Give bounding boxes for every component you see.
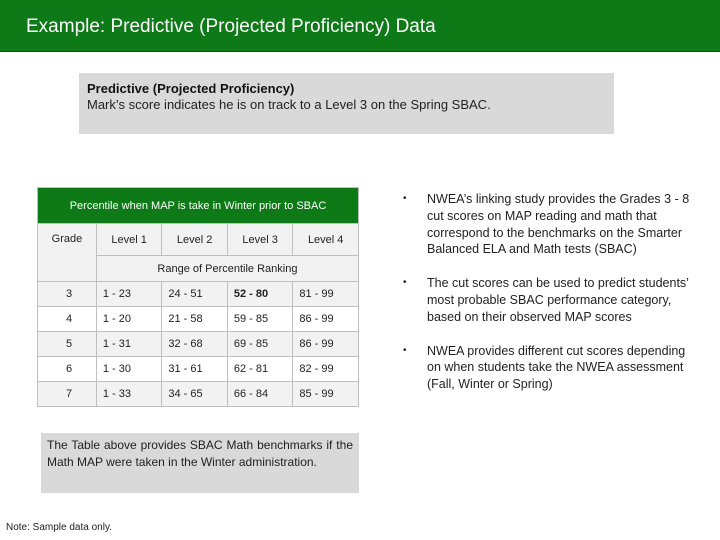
grade-column-header: Grade [37, 223, 97, 282]
level-2-cell: 34 - 65 [161, 381, 228, 407]
grade-cell: 6 [37, 356, 97, 382]
level-4-cell: 82 - 99 [292, 356, 359, 382]
bullet-item: • The cut scores can be used to predict … [403, 275, 693, 325]
slide-title: Example: Predictive (Projected Proficien… [26, 16, 436, 37]
level-1-cell: 1 - 30 [95, 356, 163, 382]
bullet-text: NWEA’s linking study provides the Grades… [427, 192, 690, 257]
callout-text: Mark’s score indicates he is on track to… [87, 97, 491, 112]
level-1-cell: 1 - 23 [95, 281, 163, 307]
level-2-cell: 21 - 58 [161, 306, 228, 332]
bullet-dot-icon: • [403, 344, 407, 356]
level-1-cell: 1 - 20 [95, 306, 163, 332]
level-3-header: Level 3 [226, 223, 294, 256]
grade-cell: 5 [37, 331, 97, 357]
bullet-item: • NWEA provides different cut scores dep… [403, 343, 693, 393]
range-label: Range of Percentile Ranking [95, 255, 360, 282]
level-2-cell: 32 - 68 [161, 331, 228, 357]
grade-cell: 4 [37, 306, 97, 332]
level-3-cell: 66 - 84 [226, 381, 294, 407]
table-row: 7 1 - 33 34 - 65 66 - 84 85 - 99 [37, 381, 359, 407]
callout-heading: Predictive (Projected Proficiency) [87, 81, 295, 96]
bullet-list: • NWEA’s linking study provides the Grad… [403, 191, 693, 410]
table-row: 5 1 - 31 32 - 68 69 - 85 86 - 99 [37, 331, 359, 357]
level-4-cell: 85 - 99 [292, 381, 359, 407]
bullet-item: • NWEA’s linking study provides the Grad… [403, 191, 693, 258]
level-1-header: Level 1 [95, 223, 163, 256]
sample-data-footnote: Note: Sample data only. [6, 522, 112, 533]
table-row: 6 1 - 30 31 - 61 62 - 81 82 - 99 [37, 356, 359, 382]
table-row: 4 1 - 20 21 - 58 59 - 85 86 - 99 [37, 306, 359, 332]
level-2-header: Level 2 [161, 223, 228, 256]
bullet-dot-icon: • [403, 277, 407, 289]
bullet-dot-icon: • [403, 193, 407, 204]
level-1-cell: 1 - 31 [95, 331, 163, 357]
bullet-text: NWEA provides different cut scores depen… [427, 343, 686, 392]
level-4-cell: 86 - 99 [292, 306, 359, 332]
level-3-cell: 69 - 85 [226, 331, 294, 357]
level-4-cell: 86 - 99 [292, 331, 359, 357]
level-4-header: Level 4 [292, 223, 359, 256]
level-3-cell-highlighted: 52 - 80 [226, 281, 294, 307]
level-4-cell: 81 - 99 [292, 281, 359, 307]
title-bar: Example: Predictive (Projected Proficien… [0, 0, 720, 52]
level-2-cell: 24 - 51 [161, 281, 228, 307]
table-row: 3 1 - 23 24 - 51 52 - 80 81 - 99 [37, 281, 359, 307]
grade-cell: 3 [37, 281, 97, 307]
table-note: The Table above provides SBAC Math bench… [41, 433, 359, 493]
cut-score-table: Percentile when MAP is take in Winter pr… [37, 187, 360, 407]
level-2-cell: 31 - 61 [161, 356, 228, 382]
grade-cell: 7 [37, 381, 97, 407]
bullet-text: The cut scores can be used to predict st… [427, 276, 689, 324]
level-1-cell: 1 - 33 [95, 381, 163, 407]
level-3-cell: 62 - 81 [226, 356, 294, 382]
table-caption: Percentile when MAP is take in Winter pr… [37, 187, 359, 224]
level-3-cell: 59 - 85 [226, 306, 294, 332]
prediction-callout: Predictive (Projected Proficiency) Mark’… [79, 73, 614, 134]
